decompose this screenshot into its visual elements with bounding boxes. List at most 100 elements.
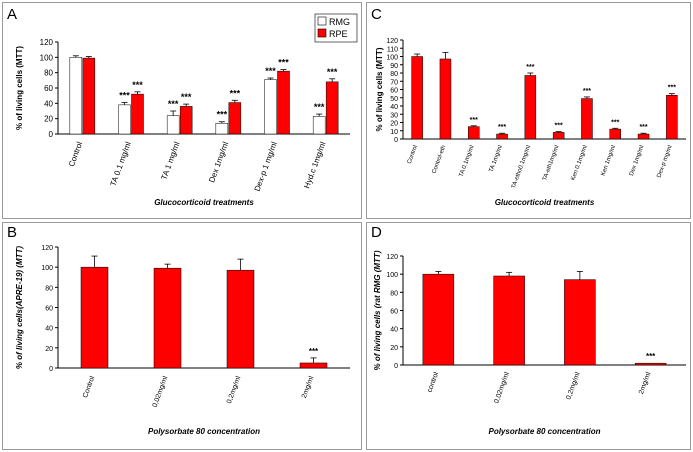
panel-b: B 0 20 40 60 80 100 120 % of living cells(APRE-1…	[7, 224, 350, 436]
significance-label: ***	[265, 66, 276, 76]
bar	[468, 126, 480, 140]
panel-letter: B	[7, 224, 17, 241]
y-tick-label: 60	[44, 84, 53, 93]
category-label: Control	[67, 140, 84, 168]
panel-d: D 0 20 40 60 80 100 120 % of living cells (rat R…	[371, 224, 686, 436]
legend-label: RMG	[329, 17, 350, 27]
x-axis-label: Polysorbate 80 concentration	[148, 427, 260, 436]
significance-label: ***	[611, 119, 619, 126]
significance-label: ***	[314, 102, 325, 112]
bar	[493, 275, 525, 366]
significance-label: ***	[309, 347, 319, 356]
category-label: 0,02mg/ml	[493, 371, 511, 405]
y-tick-label: 60	[390, 88, 398, 95]
panel-letter: C	[371, 6, 382, 23]
bar	[564, 279, 596, 366]
significance-label: ***	[119, 91, 130, 101]
category-label: Dex-p mg/ml	[656, 145, 673, 179]
panel-b-frame	[2, 222, 362, 450]
y-tick-label: 40	[390, 327, 398, 334]
y-tick-label: 80	[390, 290, 398, 297]
significance-label: ***	[668, 85, 676, 92]
y-tick-label: 50	[390, 96, 398, 103]
bar	[226, 269, 255, 369]
bar	[411, 56, 423, 140]
bar	[299, 362, 328, 369]
y-tick-label: 0	[394, 137, 398, 144]
significance-label: ***	[278, 58, 289, 68]
category-label: TA 0.1 mg/ml	[109, 140, 133, 187]
y-tick-label: 40	[44, 99, 53, 108]
category-label: TA 0.1mg/ml	[459, 145, 476, 178]
y-tick-label: 0	[394, 363, 398, 370]
x-axis-label: Glucocorticoid treatments	[154, 198, 254, 207]
bar	[609, 128, 621, 140]
category-label: 0,2mg/ml	[565, 371, 582, 401]
panel-c-frame	[366, 2, 691, 219]
category-label: Control-eth	[432, 145, 448, 175]
y-tick-label: 30	[390, 112, 398, 119]
bar	[422, 273, 455, 366]
bar	[82, 57, 96, 135]
bar	[666, 95, 678, 140]
y-tick-label: 80	[45, 285, 53, 292]
y-tick-label: 20	[390, 121, 398, 128]
category-label: Hyd.c 1mg/ml	[302, 140, 327, 189]
significance-label: ***	[526, 64, 534, 71]
y-tick-label: 100	[386, 55, 398, 62]
y-tick-label: 100	[41, 265, 53, 272]
bar	[153, 267, 182, 369]
panel-letter: A	[7, 6, 17, 23]
y-tick-label: 110	[387, 46, 398, 53]
y-tick-label: 80	[44, 69, 53, 78]
category-label: Ken 0.1mg/ml	[571, 145, 589, 182]
y-tick-label: 40	[390, 104, 398, 111]
significance-label: ***	[555, 123, 563, 130]
significance-label: ***	[132, 80, 143, 90]
bar	[439, 58, 452, 140]
legend-swatch	[317, 28, 327, 38]
panel-d-frame	[366, 222, 691, 450]
bar	[637, 133, 650, 140]
panel-letter: D	[371, 224, 382, 241]
bar	[277, 70, 290, 135]
bar	[496, 133, 508, 140]
category-label: 2mg/ml	[301, 375, 316, 399]
bar	[131, 93, 144, 135]
bar	[581, 98, 593, 140]
y-tick-label: 60	[45, 306, 53, 313]
y-tick-label: 120	[40, 38, 54, 47]
bar	[179, 106, 193, 135]
x-axis-label: Polysorbate 80 concentration	[488, 427, 600, 436]
y-tick-label: 0	[49, 366, 53, 373]
y-axis-label: % of living cells (rat RMG (MTT)	[373, 250, 382, 370]
significance-label: ***	[327, 67, 338, 77]
legend: RMG RPE	[314, 13, 358, 43]
category-label: Dex-p 1 mg/ml	[253, 140, 279, 192]
y-tick-label: 40	[45, 326, 53, 333]
y-tick-label: 100	[386, 272, 398, 279]
significance-label: ***	[168, 99, 179, 109]
category-label: Control	[82, 375, 96, 399]
category-label: Control	[407, 145, 419, 165]
bar	[552, 132, 565, 140]
bar	[215, 123, 229, 135]
category-label: Ken 1mg/ml	[601, 145, 618, 177]
category-label: 2mg/ml	[638, 371, 653, 395]
bar	[69, 57, 83, 135]
legend-swatch	[317, 16, 327, 26]
bar	[264, 79, 277, 135]
category-label: 0,02mg/ml	[152, 375, 170, 409]
y-tick-label: 120	[386, 254, 398, 261]
category-label: TA 1mg/ml	[489, 145, 504, 174]
y-axis-label: % of living cells (MTT)	[15, 46, 24, 130]
y-tick-label: 60	[390, 309, 398, 316]
category-label: Dex 1mg/ml	[207, 140, 230, 183]
bar	[325, 81, 339, 135]
y-tick-label: 0	[49, 130, 54, 139]
significance-label: ***	[230, 88, 241, 98]
panel-a: A 0 20 40 60 80 100 120 % of living cells (MTT) G…	[7, 6, 358, 207]
y-tick-label: 20	[45, 346, 53, 353]
category-label: Dex 1mg/ml	[629, 145, 646, 177]
significance-label: ***	[498, 124, 506, 131]
